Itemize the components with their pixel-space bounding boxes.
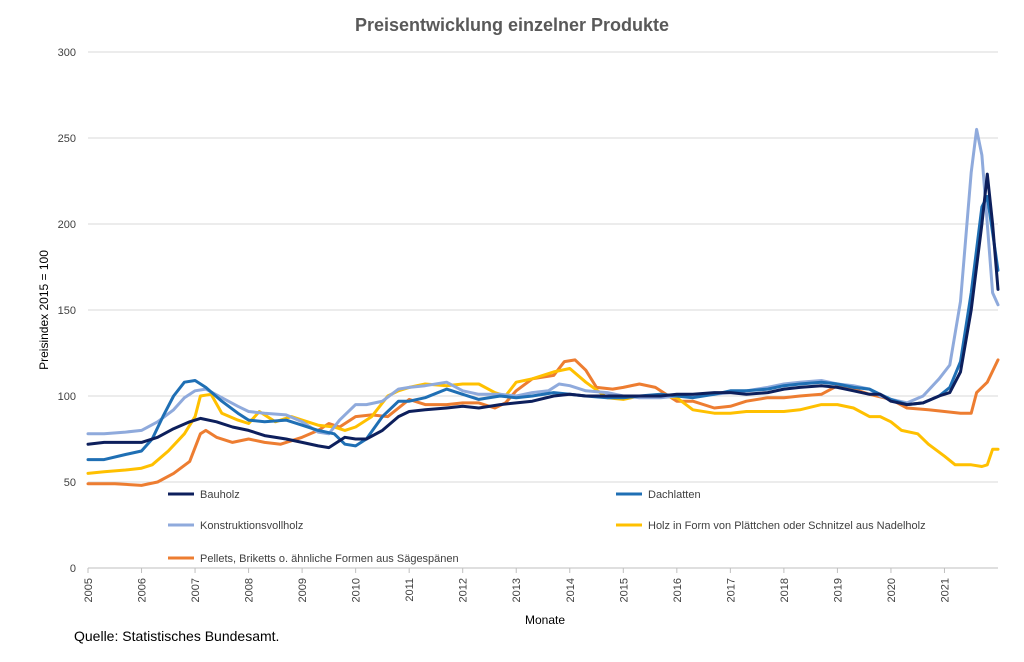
- series-lines: [86, 127, 1000, 487]
- gridlines: [88, 51, 998, 483]
- y-tick-label: 50: [64, 477, 76, 489]
- legend-item: Holz in Form von Plättchen oder Schnitze…: [616, 520, 926, 532]
- x-axis-label: Monate: [525, 613, 565, 627]
- legend-label: Dachlatten: [648, 489, 701, 501]
- x-tick-label: 2021: [939, 578, 951, 602]
- y-axis-label: Preisindex 2015 = 100: [37, 250, 51, 370]
- x-tick-label: 2013: [511, 578, 523, 602]
- x-tick-label: 2016: [672, 578, 684, 602]
- x-axis-ticks: 2005 2006 2007 2008 2009 2010 2011 2012 2013 2014…: [83, 568, 951, 602]
- legend-item: Bauholz: [168, 489, 240, 501]
- source-note: Quelle: Statistisches Bundesamt.: [74, 628, 280, 644]
- x-tick-label: 2005: [83, 578, 95, 602]
- x-tick-label: 2008: [244, 578, 256, 602]
- legend-label: Pellets, Briketts o. ähnliche Formen aus…: [200, 553, 459, 565]
- legend-item: Dachlatten: [616, 489, 701, 501]
- y-tick-label: 300: [58, 47, 76, 59]
- y-tick-label: 250: [58, 133, 76, 145]
- x-tick-label: 2015: [618, 578, 630, 602]
- legend-label: Holz in Form von Plättchen oder Schnitze…: [648, 520, 926, 532]
- x-tick-label: 2009: [297, 578, 309, 602]
- x-tick-label: 2006: [137, 578, 149, 602]
- x-tick-label: 2017: [725, 578, 737, 602]
- series-line-4: [86, 358, 1000, 487]
- series-line-1: [86, 195, 1000, 462]
- x-tick-label: 2018: [779, 578, 791, 602]
- y-tick-label: 0: [70, 563, 76, 575]
- x-tick-label: 2020: [886, 578, 898, 602]
- legend-label: Konstruktionsvollholz: [200, 520, 303, 532]
- x-tick-label: 2014: [565, 578, 577, 602]
- x-tick-label: 2011: [404, 578, 416, 602]
- y-axis-ticks: 0 50 100 150 200 250 300: [58, 47, 76, 575]
- x-tick-label: 2010: [351, 578, 363, 602]
- y-tick-label: 200: [58, 219, 76, 231]
- x-tick-label: 2012: [458, 578, 470, 602]
- x-tick-label: 2007: [190, 578, 202, 602]
- y-tick-label: 100: [58, 391, 76, 403]
- x-tick-label: 2019: [832, 578, 844, 602]
- legend-item: Konstruktionsvollholz: [168, 520, 303, 532]
- legend-label: Bauholz: [200, 489, 240, 501]
- series-line-0: [86, 172, 1000, 450]
- chart-title: Preisentwicklung einzelner Produkte: [355, 15, 669, 35]
- y-tick-label: 150: [58, 305, 76, 317]
- legend: Bauholz Dachlatten Konstruktionsvollholz Ho…: [168, 489, 926, 565]
- series-line-3: [86, 367, 1000, 475]
- legend-item: Pellets, Briketts o. ähnliche Formen aus…: [168, 553, 459, 565]
